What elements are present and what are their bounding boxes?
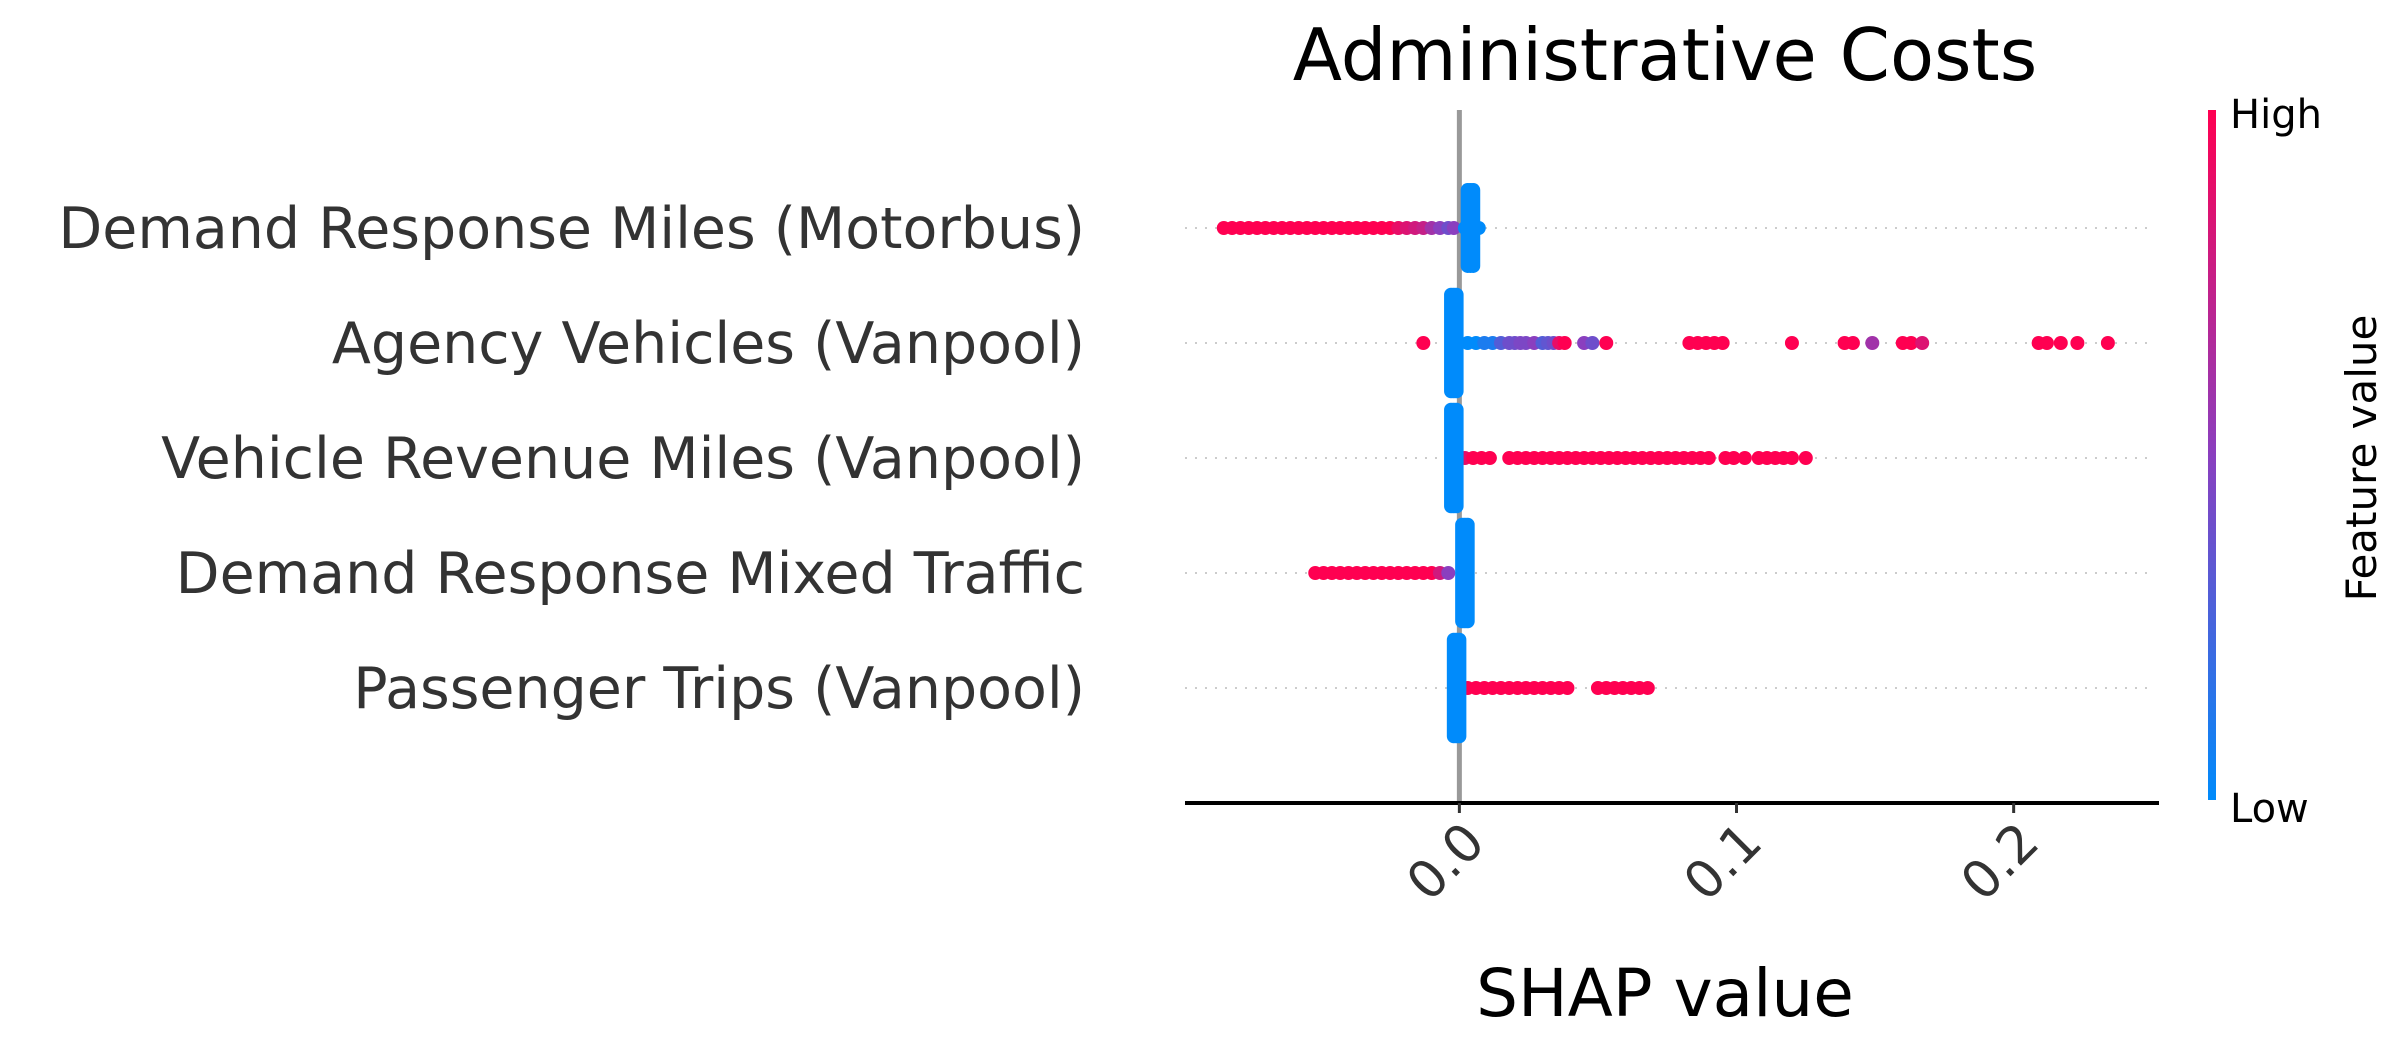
feature-label: Demand Response Mixed Traffic (176, 541, 1085, 607)
shap-point (1715, 336, 1730, 350)
colorbar-title: Feature value (2337, 315, 2386, 602)
shap-point (1784, 336, 1799, 350)
shap-point (1865, 336, 1880, 350)
shap-point (1845, 336, 1860, 350)
shap-point (1640, 681, 1655, 695)
shap-point (1726, 451, 1741, 465)
feature-label: Vehicle Revenue Miles (Vanpool) (161, 426, 1085, 492)
shap-point (2100, 336, 2115, 350)
feature-label: Agency Vehicles (Vanpool) (332, 311, 1085, 377)
x-tick-label: 0.2 (1950, 812, 2051, 913)
shap-point (1585, 336, 1600, 350)
shap-point (2053, 336, 2068, 350)
shap-point (1904, 336, 1919, 350)
shap-point (2039, 336, 2054, 350)
colorbar-gradient (2208, 110, 2216, 800)
shap-point (1416, 336, 1431, 350)
shap-point (1737, 451, 1752, 465)
feature-rows: Demand Response Miles (Motorbus) Agency V… (58, 196, 2155, 722)
shap-point (1560, 681, 1575, 695)
shap-point (1599, 336, 1614, 350)
shap-point (2070, 336, 2085, 350)
shap-point (1557, 336, 1572, 350)
shap-point (1446, 221, 1461, 235)
shap-point (1798, 451, 1813, 465)
x-axis: 0.0 0.1 0.2 (1185, 801, 2159, 913)
chart-title: Administrative Costs (1293, 13, 2038, 97)
shap-point (1482, 451, 1497, 465)
feature-label: Demand Response Miles (Motorbus) (58, 196, 1085, 262)
colorbar: High Low Feature value (2208, 92, 2386, 832)
colorbar-low-label: Low (2230, 786, 2309, 832)
shap-point (1915, 336, 1930, 350)
x-tick-label: 0.0 (1396, 812, 1497, 913)
feature-label: Passenger Trips (Vanpool) (353, 656, 1085, 722)
shap-point (1701, 451, 1716, 465)
shap-point (1784, 451, 1799, 465)
shap-point (1441, 566, 1456, 580)
x-tick-label: 0.1 (1673, 812, 1774, 913)
colorbar-high-label: High (2230, 92, 2322, 138)
points-layer (1216, 183, 2115, 744)
x-axis-label: SHAP value (1476, 955, 1854, 1032)
